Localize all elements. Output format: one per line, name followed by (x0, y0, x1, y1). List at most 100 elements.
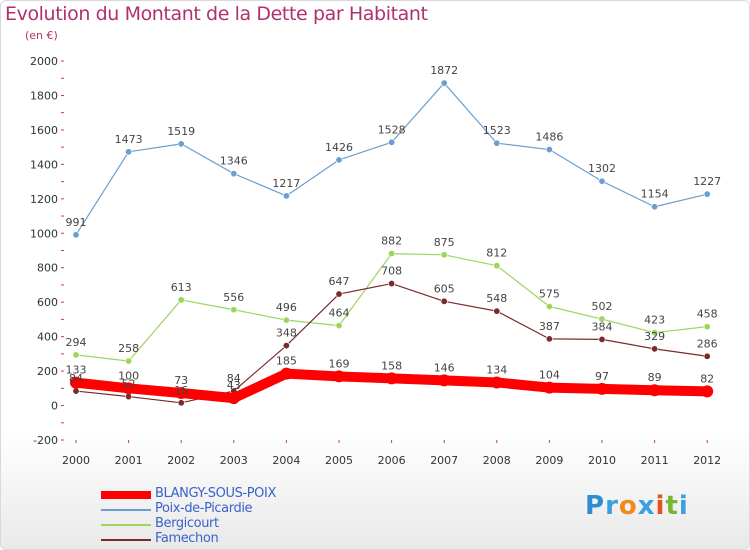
data-label: 104 (539, 369, 560, 382)
data-point (230, 170, 238, 178)
data-point (703, 190, 711, 198)
data-label: 613 (171, 281, 192, 294)
y-tick-label: 800 (37, 262, 58, 275)
data-point (335, 290, 343, 298)
data-point (175, 386, 188, 399)
data-label: 882 (381, 235, 402, 248)
data-label: 294 (66, 336, 87, 349)
data-label: 185 (276, 355, 297, 368)
data-point (177, 140, 185, 148)
data-point (282, 192, 290, 200)
line-chart: -200 0 200 400 600 800 1000 1200 1400 1600 1800 200… (30, 55, 721, 467)
data-label: 605 (434, 282, 455, 295)
data-point (125, 148, 133, 156)
data-label: 423 (644, 314, 665, 327)
data-point (598, 177, 606, 185)
proxiti-logo: Proxiti (585, 491, 689, 521)
y-tick-label: 1800 (30, 89, 58, 102)
data-point (282, 316, 290, 324)
x-tick-label: 2009 (535, 454, 563, 467)
data-point (493, 262, 501, 270)
data-point (388, 250, 396, 258)
logo-letter: x (637, 491, 656, 521)
data-label: 387 (539, 320, 560, 333)
x-tick-label: 2011 (641, 454, 669, 467)
y-tick-label: 200 (37, 365, 58, 378)
legend-item: BLANGY-SOUS-POIX (101, 486, 321, 502)
data-point (545, 146, 553, 154)
x-tick-label: 2007 (430, 454, 458, 467)
x-tick-label: 2010 (588, 454, 616, 467)
x-tick-label: 2008 (483, 454, 511, 467)
data-label: 1426 (325, 141, 353, 154)
data-label: 43 (227, 379, 241, 392)
chart-legend: BLANGY-SOUS-POIX Poix-de-Picardie Bergicou… (101, 486, 321, 547)
chart-title: Evolution du Montant de la Dette par Hab… (5, 3, 428, 25)
data-point (125, 393, 133, 401)
data-point (545, 335, 553, 343)
data-point (701, 385, 714, 398)
data-point (651, 203, 659, 211)
data-label: 84 (69, 372, 83, 385)
data-label: 548 (486, 292, 507, 305)
data-label: 258 (118, 342, 139, 355)
legend-swatch (101, 539, 151, 541)
data-label: 134 (486, 363, 507, 376)
data-point (651, 345, 659, 353)
data-point (335, 322, 343, 330)
data-label: 82 (700, 372, 714, 385)
data-label: 708 (381, 265, 402, 278)
logo-letter: P (585, 491, 606, 521)
data-label: 1872 (430, 64, 458, 77)
data-label: 100 (118, 369, 139, 382)
data-label: 73 (174, 374, 188, 387)
data-point (125, 357, 133, 365)
data-point (598, 315, 606, 323)
data-label: 97 (595, 370, 609, 383)
legend-swatch (101, 524, 151, 526)
legend-label: BLANGY-SOUS-POIX (155, 486, 276, 501)
data-label: 458 (697, 308, 718, 321)
x-tick-label: 2005 (325, 454, 353, 467)
data-point (493, 307, 501, 315)
data-point (703, 352, 711, 360)
data-point (438, 374, 451, 387)
data-point (282, 342, 290, 350)
data-point (177, 296, 185, 304)
legend-item: Famechon (101, 531, 321, 547)
y-tick-label: -200 (33, 434, 58, 447)
data-point (177, 399, 185, 407)
data-label: 1217 (272, 177, 300, 190)
logo-letter: i (655, 491, 666, 521)
x-tick-label: 2003 (220, 454, 248, 467)
data-label: 384 (592, 320, 613, 333)
data-point (72, 231, 80, 239)
data-label: 158 (381, 359, 402, 372)
data-label: 1302 (588, 162, 616, 175)
data-label: 1528 (378, 123, 406, 136)
data-label: 1486 (535, 131, 563, 144)
data-point (385, 372, 398, 385)
x-tick-label: 2006 (378, 454, 406, 467)
data-label: 169 (329, 357, 350, 370)
data-label: 133 (66, 364, 87, 377)
data-point (335, 156, 343, 164)
data-point (440, 297, 448, 305)
data-label: 502 (592, 300, 613, 313)
data-label: 348 (276, 327, 297, 340)
x-tick-label: 2012 (693, 454, 721, 467)
x-tick-label: 2000 (62, 454, 90, 467)
logo-letter: t (665, 491, 679, 521)
data-label: 52 (122, 378, 136, 391)
data-point (388, 138, 396, 146)
x-tick-label: 2001 (115, 454, 143, 467)
logo-letter: o (618, 491, 638, 521)
data-label: 875 (434, 236, 455, 249)
data-point (72, 351, 80, 359)
data-label: 16 (174, 384, 188, 397)
data-point (543, 381, 556, 394)
data-point (703, 323, 711, 331)
data-point (122, 382, 135, 395)
data-label: 647 (329, 275, 350, 288)
